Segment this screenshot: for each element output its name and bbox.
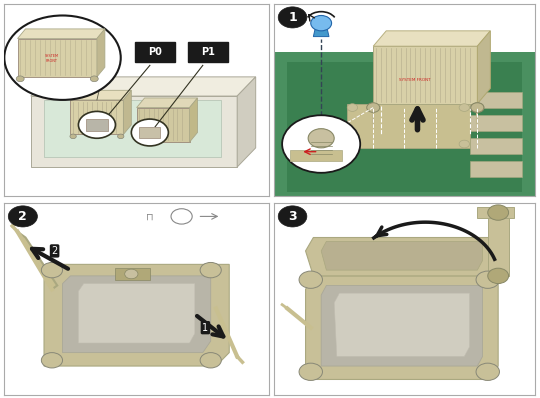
Circle shape bbox=[310, 16, 332, 31]
Polygon shape bbox=[477, 207, 514, 219]
Circle shape bbox=[459, 140, 469, 148]
FancyBboxPatch shape bbox=[136, 42, 175, 62]
Circle shape bbox=[347, 104, 357, 111]
Text: 2: 2 bbox=[51, 246, 58, 256]
Circle shape bbox=[200, 353, 221, 368]
Circle shape bbox=[488, 268, 509, 283]
FancyBboxPatch shape bbox=[188, 42, 228, 62]
Polygon shape bbox=[86, 119, 107, 131]
Circle shape bbox=[299, 363, 322, 380]
Polygon shape bbox=[237, 77, 256, 167]
Polygon shape bbox=[321, 285, 483, 366]
Polygon shape bbox=[373, 31, 490, 46]
Polygon shape bbox=[97, 29, 105, 77]
Polygon shape bbox=[44, 264, 229, 366]
Circle shape bbox=[16, 76, 24, 82]
Circle shape bbox=[90, 76, 98, 82]
Circle shape bbox=[367, 103, 380, 112]
Circle shape bbox=[308, 129, 334, 148]
Polygon shape bbox=[274, 52, 535, 196]
Polygon shape bbox=[70, 90, 131, 100]
Text: P1: P1 bbox=[201, 47, 215, 57]
Polygon shape bbox=[477, 31, 490, 104]
Polygon shape bbox=[78, 283, 195, 343]
Circle shape bbox=[131, 119, 168, 146]
Circle shape bbox=[347, 140, 357, 148]
Polygon shape bbox=[18, 39, 97, 77]
Text: 1: 1 bbox=[179, 213, 184, 219]
Circle shape bbox=[476, 271, 500, 288]
Circle shape bbox=[200, 262, 221, 278]
Text: 3: 3 bbox=[288, 210, 297, 223]
Circle shape bbox=[42, 353, 63, 368]
Circle shape bbox=[278, 206, 307, 227]
Circle shape bbox=[125, 269, 138, 279]
Circle shape bbox=[278, 7, 307, 28]
Circle shape bbox=[471, 103, 484, 112]
Polygon shape bbox=[44, 100, 221, 158]
Polygon shape bbox=[469, 92, 522, 107]
Text: 1: 1 bbox=[288, 11, 297, 24]
Polygon shape bbox=[139, 127, 160, 138]
Polygon shape bbox=[347, 104, 469, 148]
Circle shape bbox=[118, 134, 124, 139]
Polygon shape bbox=[313, 25, 329, 37]
Polygon shape bbox=[306, 276, 498, 379]
Polygon shape bbox=[373, 46, 477, 104]
Circle shape bbox=[8, 206, 37, 227]
Polygon shape bbox=[469, 161, 522, 177]
Circle shape bbox=[282, 115, 360, 173]
Circle shape bbox=[42, 262, 63, 278]
Polygon shape bbox=[469, 115, 522, 131]
Circle shape bbox=[171, 209, 192, 224]
Polygon shape bbox=[116, 268, 150, 280]
Polygon shape bbox=[137, 98, 198, 107]
Circle shape bbox=[459, 104, 469, 111]
Polygon shape bbox=[31, 77, 256, 96]
Circle shape bbox=[471, 103, 484, 112]
Polygon shape bbox=[124, 90, 131, 135]
Circle shape bbox=[476, 363, 500, 380]
Polygon shape bbox=[137, 107, 190, 142]
Text: 2: 2 bbox=[18, 210, 27, 223]
Polygon shape bbox=[290, 150, 342, 161]
Text: 1: 1 bbox=[202, 323, 208, 333]
Polygon shape bbox=[190, 98, 198, 142]
Circle shape bbox=[488, 205, 509, 220]
Polygon shape bbox=[488, 213, 509, 276]
Polygon shape bbox=[70, 100, 124, 135]
Polygon shape bbox=[18, 232, 57, 289]
Circle shape bbox=[4, 16, 121, 100]
Polygon shape bbox=[18, 29, 105, 39]
Circle shape bbox=[70, 134, 76, 139]
Circle shape bbox=[299, 271, 322, 288]
Polygon shape bbox=[63, 276, 211, 353]
Text: SYSTEM
FRONT: SYSTEM FRONT bbox=[45, 54, 59, 62]
Polygon shape bbox=[334, 293, 469, 357]
Text: SYSTEM FRONT: SYSTEM FRONT bbox=[399, 78, 431, 82]
Polygon shape bbox=[306, 238, 496, 276]
Text: P0: P0 bbox=[148, 47, 162, 57]
Circle shape bbox=[78, 111, 116, 138]
Text: ⊓: ⊓ bbox=[146, 211, 154, 221]
Polygon shape bbox=[287, 62, 522, 192]
Polygon shape bbox=[321, 241, 483, 270]
Polygon shape bbox=[469, 138, 522, 154]
Polygon shape bbox=[31, 96, 237, 167]
